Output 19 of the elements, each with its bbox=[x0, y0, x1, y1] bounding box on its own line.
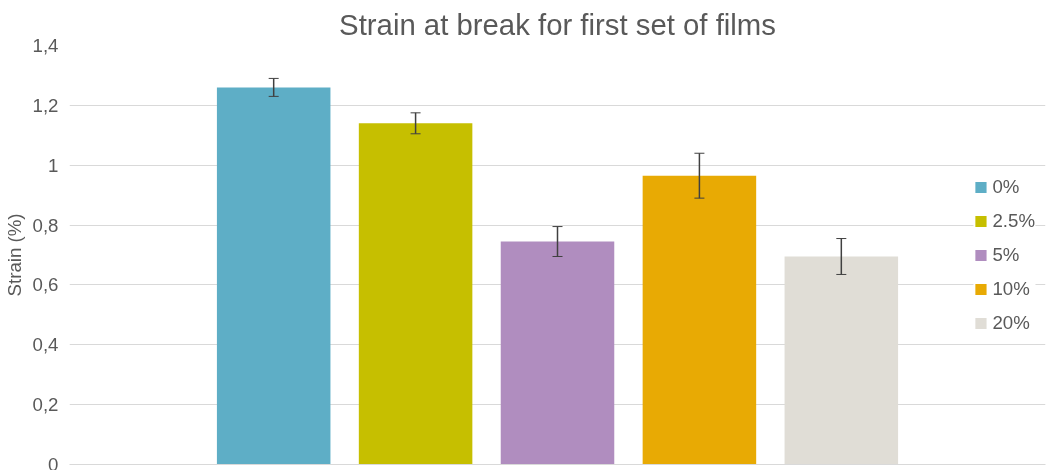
y-tick-label: 0,6 bbox=[32, 274, 59, 296]
y-tick-label: 1,2 bbox=[32, 94, 59, 116]
y-tick-label: 0,8 bbox=[32, 214, 59, 236]
y-tick-label: 1 bbox=[48, 154, 59, 176]
legend-label: 5% bbox=[992, 243, 1020, 266]
bar bbox=[216, 87, 331, 465]
y-tick-label: 1,4 bbox=[32, 35, 59, 56]
bar bbox=[642, 175, 757, 465]
bar bbox=[500, 241, 615, 465]
chart-title: Strain at break for first set of films bbox=[339, 7, 776, 41]
legend-label: 20% bbox=[992, 311, 1030, 334]
legend-label: 0% bbox=[992, 175, 1020, 198]
bar bbox=[358, 123, 473, 465]
y-axis-title: Strain (%) bbox=[3, 213, 25, 297]
y-tick-label: 0 bbox=[48, 453, 59, 475]
legend-label: 10% bbox=[992, 277, 1030, 300]
y-tick-label: 0,4 bbox=[32, 334, 59, 356]
legend-label: 2.5% bbox=[992, 209, 1035, 232]
y-tick-label: 0,2 bbox=[32, 394, 59, 416]
